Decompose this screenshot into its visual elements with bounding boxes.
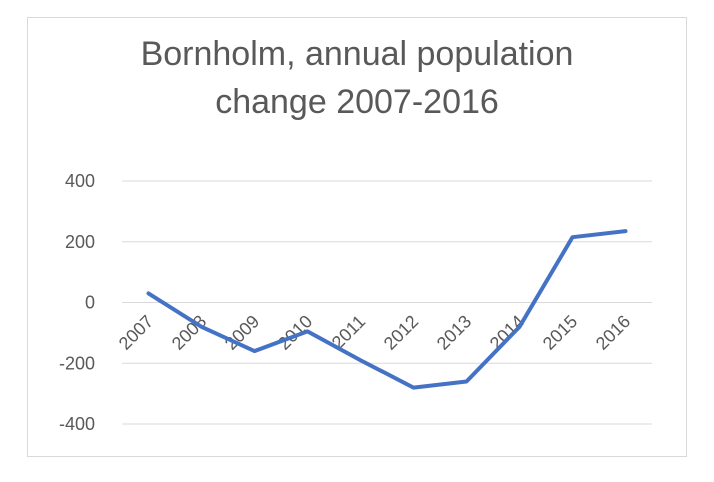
- y-tick-label: -400: [59, 414, 95, 434]
- x-category-label: 2015: [539, 311, 581, 353]
- chart-title: Bornholm, annual population change 2007-…: [0, 30, 714, 126]
- y-axis-tick-labels: 400 200 0 -200 -400: [59, 171, 95, 434]
- y-tick-label: 0: [85, 293, 95, 313]
- chart-title-line-1: Bornholm, annual population: [140, 35, 574, 73]
- y-tick-label: 200: [65, 232, 95, 252]
- x-category-label: 2016: [592, 311, 634, 353]
- series-line: [146, 229, 628, 390]
- y-tick-label: 400: [65, 171, 95, 191]
- x-category-label: 2007: [115, 311, 157, 353]
- y-tick-label: -200: [59, 353, 95, 373]
- x-category-label: 2012: [380, 311, 422, 353]
- x-category-label: 2014: [486, 311, 528, 353]
- chart-title-line-2: change 2007-2016: [215, 83, 499, 121]
- gridlines: [122, 180, 652, 425]
- series-layer: [146, 229, 628, 390]
- x-axis-category-labels: 2007 2008 2009 2010 2011 2012 2013 2014 2015 2016: [115, 311, 634, 353]
- x-category-label: 2013: [433, 311, 475, 353]
